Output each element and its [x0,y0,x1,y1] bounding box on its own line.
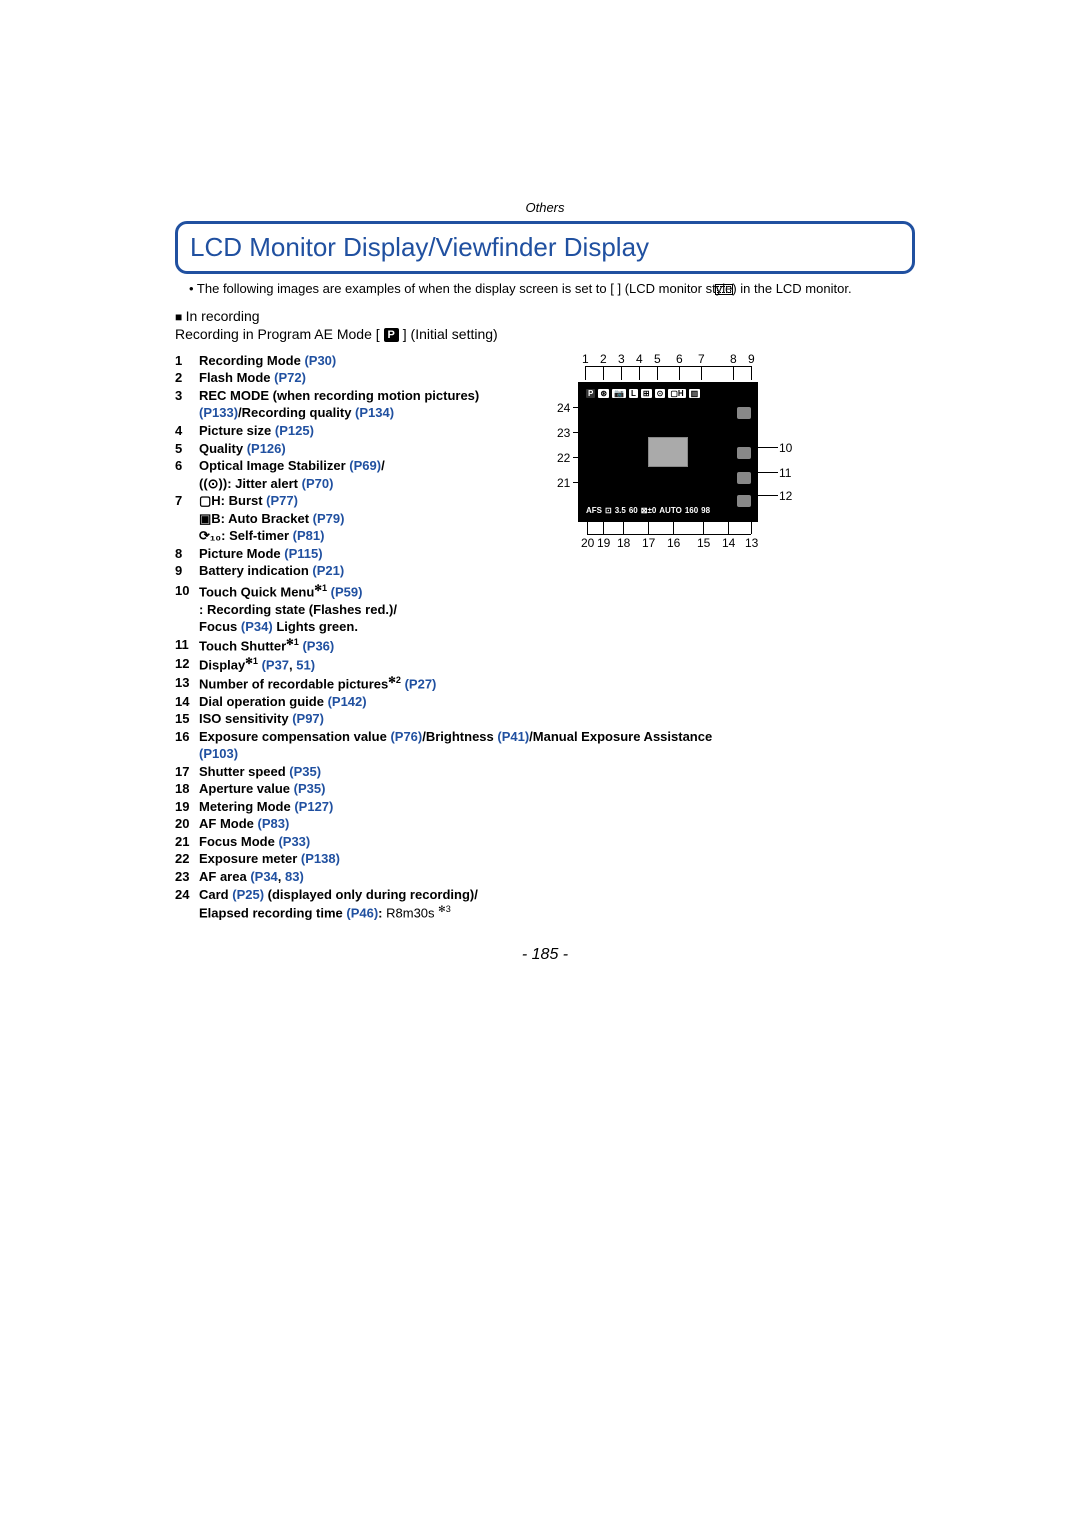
sub1-text: In recording [186,308,260,324]
screen-value: AUTO [659,506,682,515]
screen-icon: L [629,389,638,398]
list-item: Picture size (P125) [175,422,545,440]
bottom-text-row: AFS⊡3.560⊠±0AUTO16098 [586,506,750,515]
side-button-icon [737,447,751,459]
intro-text: • The following images are examples of w… [189,280,915,298]
screen-icon: ▥ [689,389,701,398]
callout-number: 12 [779,489,792,503]
list-item: 20AF Mode (P83) [175,815,915,833]
callout-number: 8 [730,352,737,366]
list-item: 22Exposure meter (P138) [175,850,915,868]
sub2-after: ] (Initial setting) [403,326,498,342]
callout-number: 19 [597,536,610,550]
screen-content: P⊛📷L⊞⊙▢H ▥ AFS⊡3.560⊠±0AUTO16098 [583,387,753,517]
callout-number: 7 [698,352,705,366]
list-item: Recording Mode (P30) [175,352,545,370]
screen-value: ⊡ [605,506,612,515]
list-item: 14Dial operation guide (P142) [175,693,915,711]
list-item: 13Number of recordable pictures✻2 (P27) [175,674,915,693]
screen-value: AFS [586,506,602,515]
list-item: 10Touch Quick Menu✻1 (P59): Recording st… [175,582,915,636]
screen-icon: ⊙ [655,389,666,398]
screen-icon: 📷 [612,389,626,398]
list-item: 23AF area (P34, 83) [175,868,915,886]
screen-icon: ⊛ [598,389,609,398]
list-item: 19Metering Mode (P127) [175,798,915,816]
section-header: Others [175,200,915,215]
top-icon-row: P⊛📷L⊞⊙▢H ▥ [583,387,753,400]
callout-number: 23 [557,426,570,440]
callout-number: 9 [748,352,755,366]
lcd-style-icon [715,284,733,295]
subheading-mode: Recording in Program AE Mode [ P ] (Init… [175,326,915,342]
callout-number: 5 [654,352,661,366]
list-item: Picture Mode (P115) [175,545,545,563]
callout-number: 16 [667,536,680,550]
list-item: Battery indication (P21) [175,562,545,580]
list-item: 17Shutter speed (P35) [175,763,915,781]
page-title: LCD Monitor Display/Viewfinder Display [190,232,900,263]
screen-icon: ⊞ [641,389,652,398]
page-number: - 185 - [175,946,915,964]
callout-number: 6 [676,352,683,366]
callout-number: 22 [557,451,570,465]
callout-number: 4 [636,352,643,366]
callout-number: 24 [557,401,570,415]
continued-list: 10Touch Quick Menu✻1 (P59): Recording st… [175,582,915,922]
screen-icon: ▢H [668,389,685,398]
screen-value: 60 [629,506,638,515]
callout-number: 20 [581,536,594,550]
callout-number: 2 [600,352,607,366]
callout-number: 14 [722,536,735,550]
callout-number: 11 [779,466,791,480]
list-item: 11Touch Shutter✻1 (P36) [175,636,915,655]
side-button-icon [737,472,751,484]
screen-value: 160 [685,506,698,515]
mode-p-icon: P [384,328,399,342]
subheading-recording: ■ In recording [175,308,915,324]
screen-value: ⊠±0 [641,506,657,515]
callout-number: 10 [779,441,792,455]
side-button-icon [737,495,751,507]
list-item: REC MODE (when recording motion pictures… [175,387,545,422]
list-item: Flash Mode (P72) [175,369,545,387]
sub2-before: Recording in Program AE Mode [ [175,326,380,342]
screen-value: 3.5 [615,506,626,515]
list-item: 16Exposure compensation value (P76)/Brig… [175,728,915,763]
callout-number: 17 [642,536,655,550]
main-list: Recording Mode (P30)Flash Mode (P72)REC … [175,352,545,580]
callout-number: 18 [617,536,630,550]
list-item: ▢H: Burst (P77)▣B: Auto Bracket (P79)⟳₁₀… [175,492,545,545]
screen-icon: P [586,389,595,398]
callout-number: 13 [745,536,758,550]
list-item: 24Card (P25) (displayed only during reco… [175,886,915,922]
side-button-icon [737,407,751,419]
list-item: Optical Image Stabilizer (P69)/((⊙)): Ji… [175,457,545,492]
list-item: 15ISO sensitivity (P97) [175,710,915,728]
callout-number: 15 [697,536,710,550]
screen-value: 98 [701,506,710,515]
callout-number: 1 [582,352,589,366]
callout-number: 21 [557,476,570,490]
list-item: 12Display✻1 (P37, 51) [175,655,915,674]
list-item: Quality (P126) [175,440,545,458]
display-diagram: P⊛📷L⊞⊙▢H▥ AFS⊡3.560⊠±0AUTO16098 12345678… [563,352,793,552]
callout-number: 3 [618,352,625,366]
intro-span: • The following images are examples of w… [189,281,852,296]
square-bullet: ■ [175,310,186,324]
list-item: 18Aperture value (P35) [175,780,915,798]
title-frame: LCD Monitor Display/Viewfinder Display [175,221,915,274]
list-item: 21Focus Mode (P33) [175,833,915,851]
